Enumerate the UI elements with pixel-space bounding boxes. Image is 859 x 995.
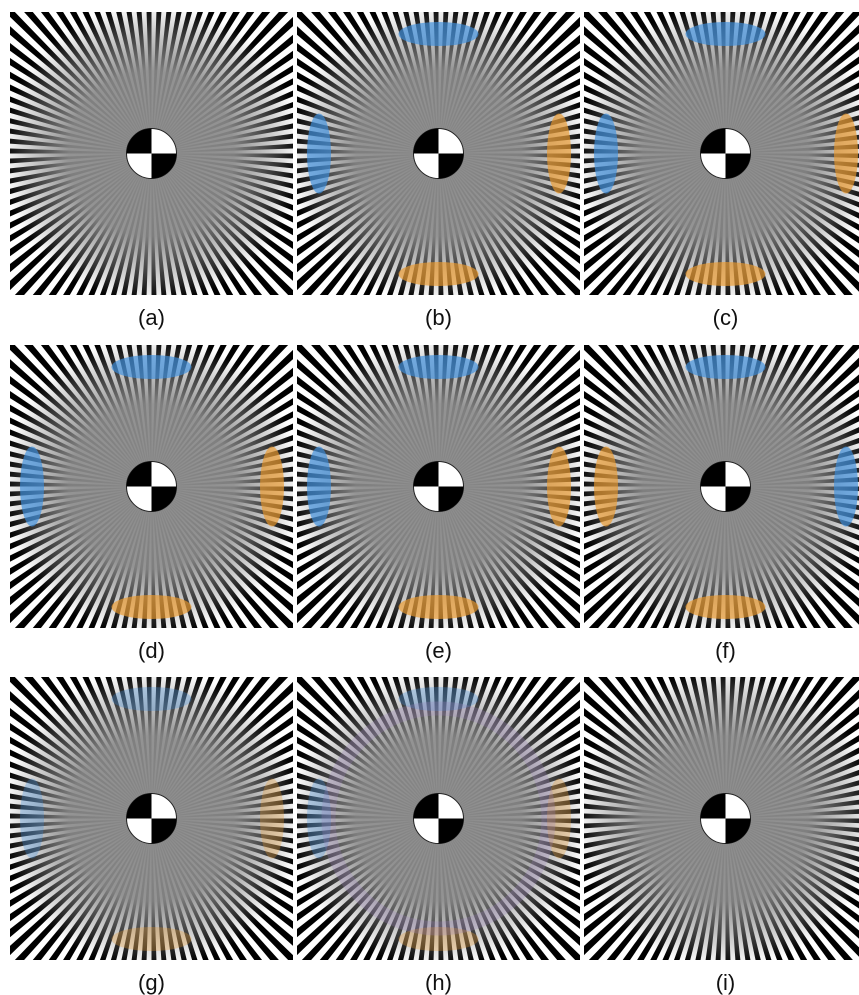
moire-artifact	[307, 447, 331, 527]
moire-artifact	[112, 687, 192, 711]
moire-artifact	[112, 927, 192, 951]
moire-artifact	[399, 355, 479, 379]
panel-label: (g)	[138, 970, 165, 995]
moire-artifact	[399, 262, 479, 286]
panel-label: (c)	[713, 305, 739, 330]
panel-label: (h)	[425, 970, 452, 995]
moire-artifact	[307, 114, 331, 194]
moire-artifact	[260, 779, 284, 859]
panel-label: (e)	[425, 638, 452, 663]
moire-artifact	[686, 22, 766, 46]
moire-artifact	[547, 114, 571, 194]
moire-artifact	[112, 355, 192, 379]
moire-artifact	[547, 447, 571, 527]
panel-label: (b)	[425, 305, 452, 330]
panel-label: (d)	[138, 638, 165, 663]
moire-artifact	[834, 447, 858, 527]
moire-artifact	[399, 595, 479, 619]
moire-artifact	[686, 262, 766, 286]
moire-artifact	[686, 595, 766, 619]
panel-label: (i)	[716, 970, 736, 995]
moire-artifact	[834, 114, 858, 194]
moire-artifact	[260, 447, 284, 527]
moire-artifact	[399, 22, 479, 46]
figure: (a) (b) (c) (d) (e) (f) (g) (h) (i)	[0, 0, 859, 995]
moire-artifact	[686, 355, 766, 379]
moire-artifact	[20, 447, 44, 527]
moire-artifact	[594, 114, 618, 194]
panel-label: (f)	[715, 638, 736, 663]
moire-artifact	[112, 595, 192, 619]
moire-artifact	[20, 779, 44, 859]
moire-artifact	[594, 447, 618, 527]
panel-label: (a)	[138, 305, 165, 330]
